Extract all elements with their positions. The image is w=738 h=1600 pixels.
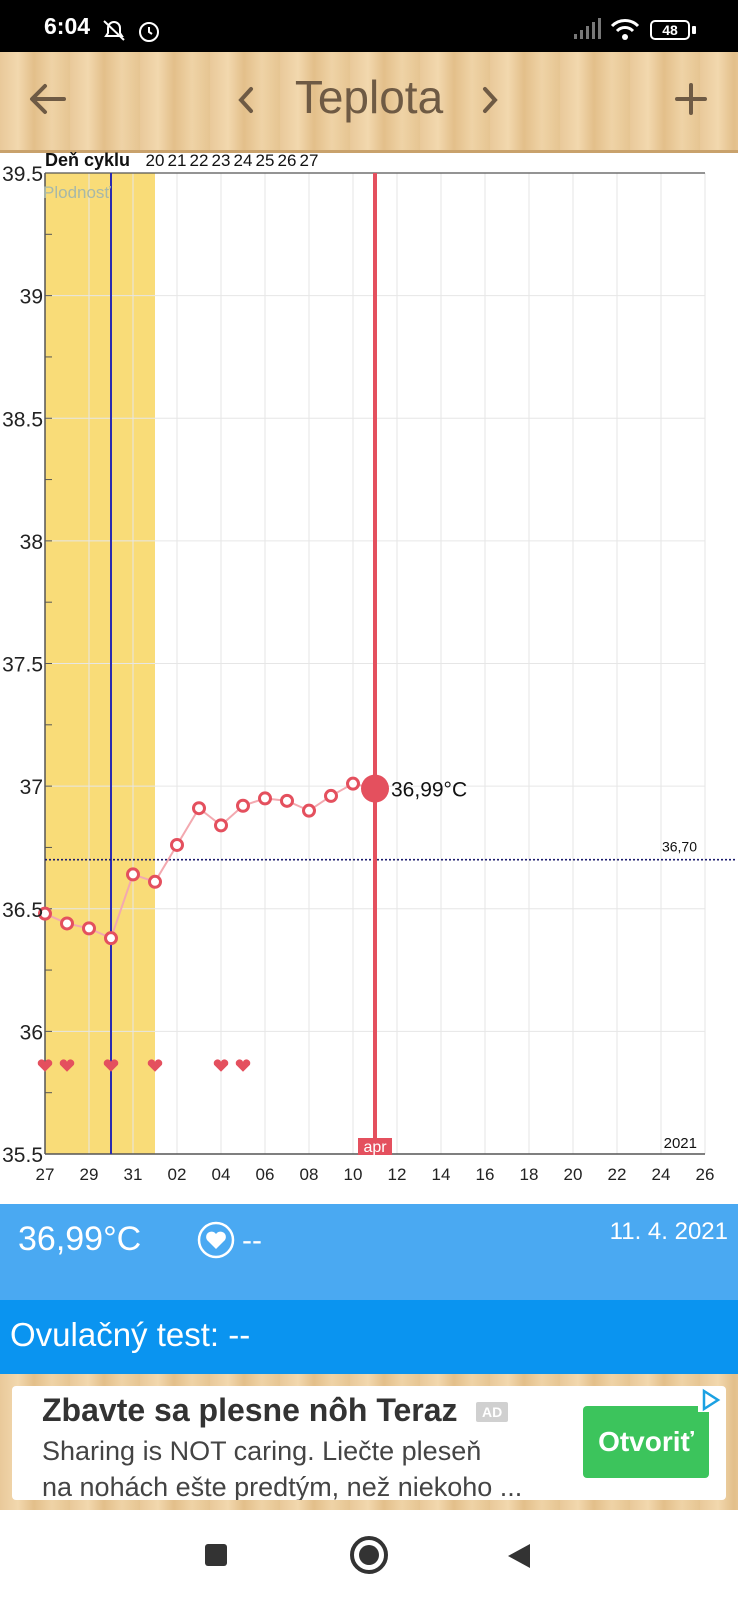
x-tick-label: 31 xyxy=(124,1165,143,1184)
y-tick-label: 36.5 xyxy=(2,899,43,922)
cycle-day-number: 21 xyxy=(168,151,187,170)
heart-circle-icon xyxy=(197,1221,235,1259)
temperature-point[interactable] xyxy=(302,803,316,818)
fertility-label: Plodnosť xyxy=(43,183,111,202)
x-tick-label: 22 xyxy=(608,1165,627,1184)
y-tick-label: 38 xyxy=(20,531,43,554)
temperature-series-line xyxy=(44,782,376,940)
selected-date: 11. 4. 2021 xyxy=(609,1218,728,1245)
heart-value: -- xyxy=(242,1224,262,1257)
temperature-point[interactable] xyxy=(38,906,52,921)
system-nav-bar xyxy=(0,1510,738,1600)
ovulation-test-label: Ovulačný test: -- xyxy=(10,1316,251,1353)
chevron-right-icon[interactable] xyxy=(480,86,500,114)
alarm-icon xyxy=(139,22,159,42)
ad-banner-container: Zbavte sa plesne nôh Teraz AD Sharing is… xyxy=(0,1374,738,1510)
temperature-point[interactable] xyxy=(324,788,338,803)
y-tick-label: 36 xyxy=(20,1021,43,1044)
y-tick-label: 39 xyxy=(20,286,43,309)
temperature-point[interactable] xyxy=(214,818,228,833)
battery-icon: 48 xyxy=(650,20,690,40)
wifi-icon xyxy=(610,19,640,40)
cycle-day-number: 23 xyxy=(212,151,231,170)
home-circle-icon[interactable] xyxy=(350,1536,388,1574)
heart-icon xyxy=(103,1059,119,1072)
temperature-point[interactable] xyxy=(82,921,96,936)
chevron-left-icon[interactable] xyxy=(236,86,256,114)
plus-icon[interactable] xyxy=(674,82,708,116)
x-tick-label: 06 xyxy=(256,1165,275,1184)
x-tick-label: 08 xyxy=(300,1165,319,1184)
x-tick-label: 04 xyxy=(212,1165,231,1184)
y-tick-label: 37.5 xyxy=(2,654,43,677)
heart-icon xyxy=(235,1059,251,1072)
x-tick-label: 29 xyxy=(80,1165,99,1184)
cycle-day-number: 26 xyxy=(278,151,297,170)
back-triangle-icon[interactable] xyxy=(506,1542,532,1570)
ad-title[interactable]: Zbavte sa plesne nôh Teraz xyxy=(42,1392,458,1428)
x-tick-label: 27 xyxy=(36,1165,55,1184)
x-tick-label: 14 xyxy=(432,1165,451,1184)
temperature-point[interactable] xyxy=(148,874,162,889)
y-tick-label: 37 xyxy=(20,776,43,799)
x-tick-label: 12 xyxy=(388,1165,407,1184)
recents-square-icon[interactable] xyxy=(205,1544,227,1566)
temperature-point[interactable] xyxy=(280,793,294,808)
temperature-point[interactable] xyxy=(236,798,250,813)
ad-banner[interactable]: Zbavte sa plesne nôh Teraz AD Sharing is… xyxy=(12,1386,726,1500)
ad-badge: AD xyxy=(476,1402,509,1422)
selected-temperature: 36,99°C xyxy=(18,1220,142,1258)
x-tick-label: 16 xyxy=(476,1165,495,1184)
app-bar: Teplota xyxy=(0,52,738,153)
x-tick-label: 10 xyxy=(344,1165,363,1184)
current-temperature-label: 36,99°C xyxy=(391,779,467,802)
x-tick-label: 20 xyxy=(564,1165,583,1184)
month-marker-label: apr xyxy=(363,1139,387,1156)
temperature-point[interactable] xyxy=(126,867,140,882)
x-tick-label: 24 xyxy=(652,1165,671,1184)
cycle-day-number: 27 xyxy=(300,151,319,170)
temperature-point[interactable] xyxy=(258,791,272,806)
ad-open-button[interactable]: Otvoriť xyxy=(583,1406,709,1478)
ad-body-line1: Sharing is NOT caring. Liečte pleseň xyxy=(42,1436,482,1466)
y-tick-label: 38.5 xyxy=(2,408,43,431)
x-tick-label: 02 xyxy=(168,1165,187,1184)
page-title: Teplota xyxy=(294,71,444,123)
cycle-day-number: 20 xyxy=(146,151,165,170)
status-time: 6:04 xyxy=(44,13,91,39)
mute-notification-icon xyxy=(103,20,125,41)
x-tick-label: 18 xyxy=(520,1165,539,1184)
temperature-chart[interactable]: Plodnosť 39.5 39 38.5 38 37.5 37 36.5 36 35.5 27 29… xyxy=(0,150,738,1204)
x-tick-label: 26 xyxy=(696,1165,715,1184)
temperature-point[interactable] xyxy=(104,931,118,946)
coverline-label: 36,70 xyxy=(662,839,697,855)
ovulation-test-row[interactable]: Ovulačný test: -- xyxy=(0,1300,738,1374)
y-tick-label: 39.5 xyxy=(2,163,43,186)
selected-day-info[interactable]: 36,99°C -- 11. 4. 2021 xyxy=(0,1204,738,1300)
adchoices-icon[interactable] xyxy=(698,1388,722,1412)
year-label: 2021 xyxy=(664,1135,697,1152)
cycle-day-number: 25 xyxy=(256,151,275,170)
current-temperature-point[interactable] xyxy=(361,774,389,803)
cycle-day-number: 24 xyxy=(234,151,253,170)
arrow-left-icon[interactable] xyxy=(28,82,66,116)
cycle-day-number: 22 xyxy=(190,151,209,170)
heart-icon xyxy=(147,1059,163,1072)
y-tick-label: 35.5 xyxy=(2,1144,43,1167)
temperature-point[interactable] xyxy=(192,801,206,816)
month-marker-box xyxy=(358,1138,392,1155)
temperature-point[interactable] xyxy=(346,776,360,791)
temperature-point[interactable] xyxy=(60,916,74,931)
signal-icon xyxy=(574,18,601,39)
heart-icon xyxy=(213,1059,229,1072)
status-bar: 6:04 48 xyxy=(0,0,738,52)
battery-level: 48 xyxy=(662,22,678,38)
ad-body-line2: na nohách ešte predtým, než niekoho ... xyxy=(42,1472,523,1500)
temperature-point[interactable] xyxy=(170,837,184,852)
heart-icon xyxy=(37,1059,53,1072)
cycle-day-label: Deň cyklu xyxy=(45,150,130,170)
ad-open-button-label: Otvoriť xyxy=(598,1426,694,1457)
heart-icon xyxy=(59,1059,75,1072)
